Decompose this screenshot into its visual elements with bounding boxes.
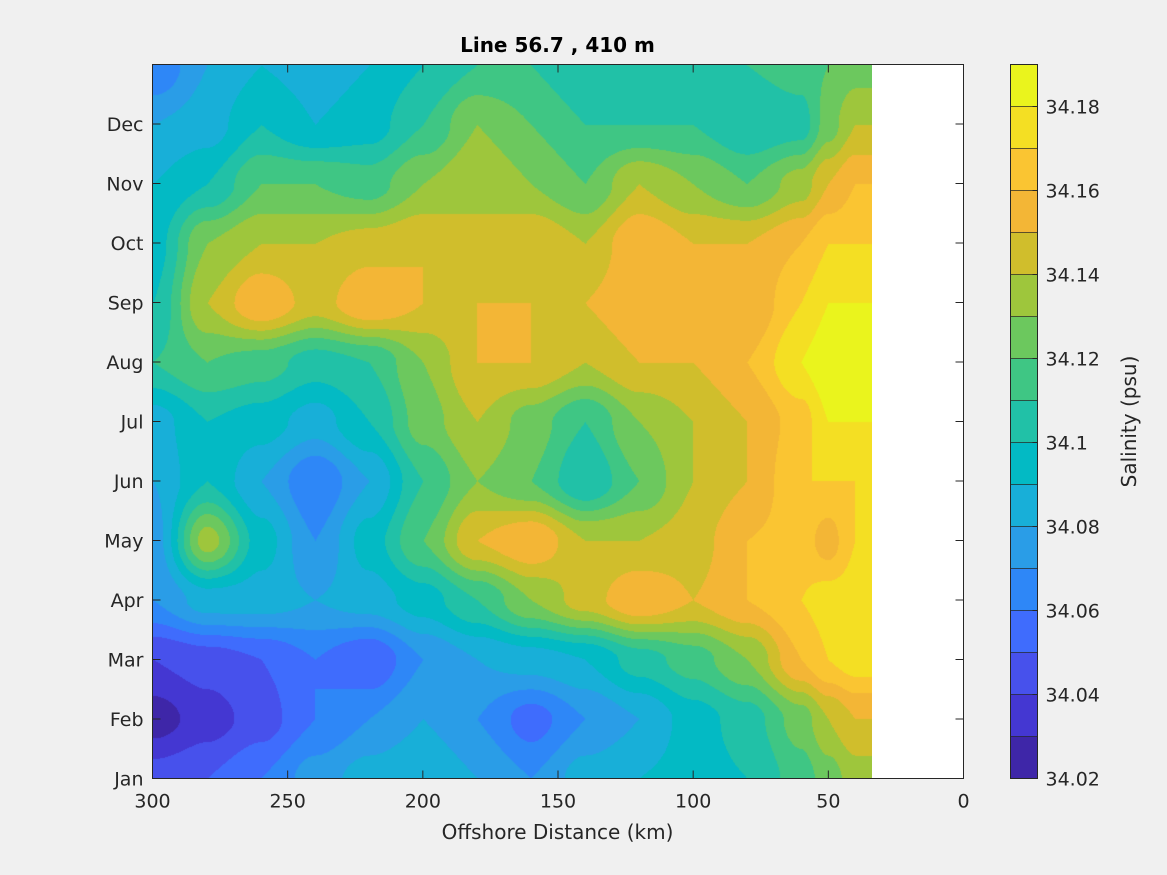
colorbar-band xyxy=(1010,274,1038,317)
y-axis: Jan Feb Mar Apr May Jun Jul Aug Sep Oct Nov Dec xyxy=(104,114,964,791)
y-tick-label: Apr xyxy=(111,590,144,612)
chart-title: Line 56.7 , 410 m xyxy=(460,33,655,57)
colorbar-band xyxy=(1010,442,1038,485)
y-tick-label: Jun xyxy=(113,471,144,493)
y-tick-label: Feb xyxy=(110,709,144,731)
colorbar-band xyxy=(1010,190,1038,233)
colorbar-band xyxy=(1010,358,1038,401)
y-tick-label: Jul xyxy=(120,412,144,434)
x-tick-label: 0 xyxy=(957,791,969,813)
y-tick-label: Aug xyxy=(106,352,143,374)
salinity-contour-field xyxy=(153,64,872,779)
colorbar-band xyxy=(1010,652,1038,695)
colorbar-tick-label: 34.16 xyxy=(1046,181,1100,203)
colorbar-tick-label: 34.12 xyxy=(1046,349,1100,371)
colorbar-band xyxy=(1010,148,1038,191)
y-tick-label: Oct xyxy=(111,233,144,255)
colorbar-label: Salinity (psu) xyxy=(1117,356,1141,488)
colorbar-band xyxy=(1010,316,1038,359)
colorbar-band xyxy=(1010,64,1038,107)
x-tick-label: 250 xyxy=(270,791,306,813)
x-tick-label: 300 xyxy=(134,791,170,813)
colorbar-tick-label: 34.06 xyxy=(1046,601,1100,623)
colorbar-tick-label: 34.04 xyxy=(1046,685,1100,707)
colorbar-tick-label: 34.1 xyxy=(1046,433,1088,455)
y-tick-label: Nov xyxy=(106,174,143,196)
colorbar-band xyxy=(1010,568,1038,611)
colorbar-band xyxy=(1010,106,1038,149)
x-axis-label: Offshore Distance (km) xyxy=(442,820,674,844)
colorbar-tick-label: 34.18 xyxy=(1046,97,1100,119)
x-tick-label: 50 xyxy=(816,791,840,813)
x-tick-label: 100 xyxy=(675,791,711,813)
x-tick-label: 150 xyxy=(540,791,576,813)
colorbar-tick-label: 34.08 xyxy=(1046,517,1100,539)
colorbar-band xyxy=(1010,694,1038,737)
x-axis: 300 250 200 150 100 50 0 xyxy=(134,64,970,813)
y-tick-label: Mar xyxy=(108,650,144,672)
colorbar-ticks: 34.02 34.04 34.06 34.08 34.1 34.12 34.14 34.16 3… xyxy=(1032,97,1100,791)
colorbar-band xyxy=(1010,484,1038,527)
colorbar-frame xyxy=(1010,64,1038,779)
x-tick-label: 200 xyxy=(405,791,441,813)
colorbar-band xyxy=(1010,400,1038,443)
y-tick-label: Sep xyxy=(108,293,144,315)
colorbar-band xyxy=(1010,610,1038,653)
y-tick-label: Dec xyxy=(107,114,144,136)
colorbar xyxy=(1010,64,1038,779)
colorbar-tick-label: 34.02 xyxy=(1046,769,1100,791)
y-tick-label: Jan xyxy=(113,769,143,791)
colorbar-band xyxy=(1010,736,1038,779)
colorbar-band xyxy=(1010,232,1038,275)
colorbar-band xyxy=(1010,526,1038,569)
colorbar-tick-label: 34.14 xyxy=(1046,265,1100,287)
y-tick-label: May xyxy=(104,531,143,553)
